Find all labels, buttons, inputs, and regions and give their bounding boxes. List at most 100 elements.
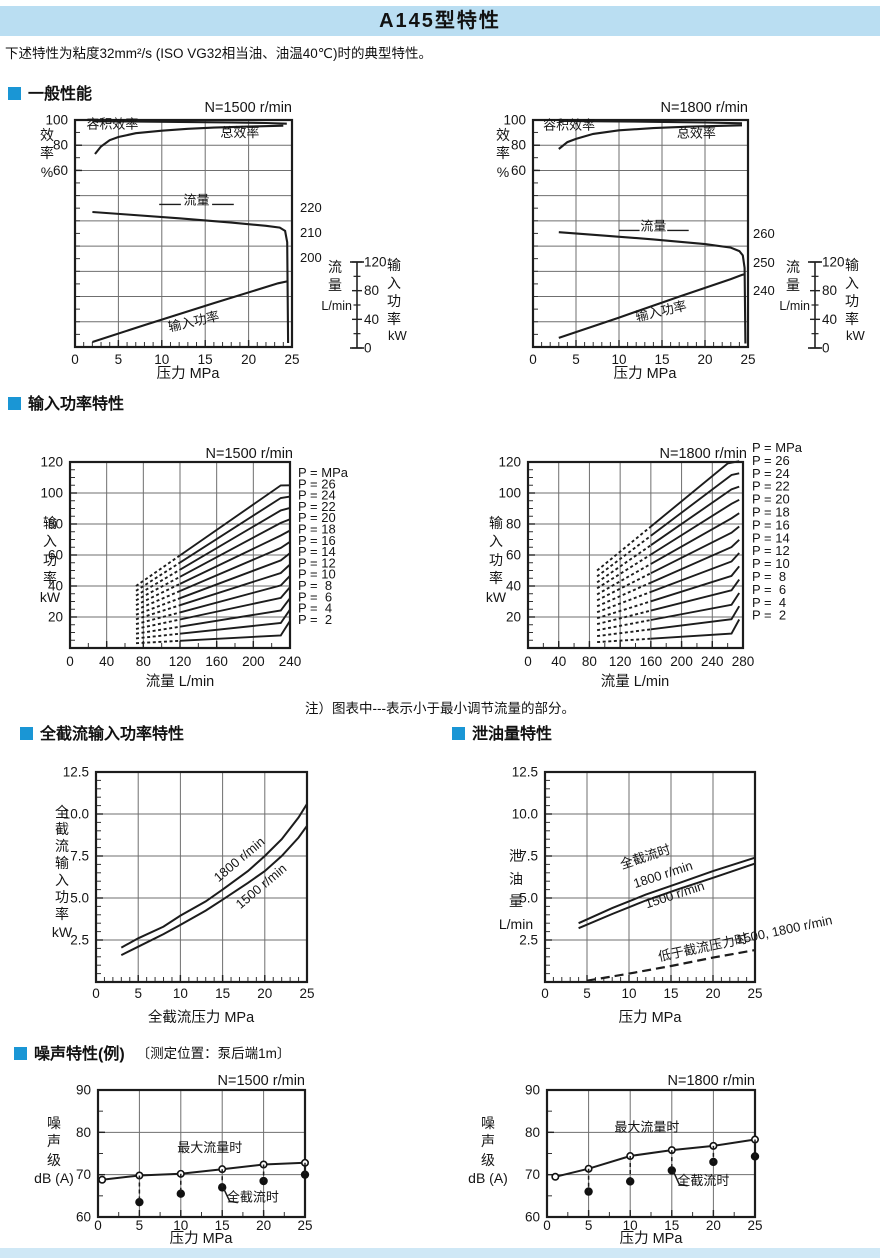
- svg-text:25: 25: [297, 1218, 312, 1233]
- svg-text:全截流压力 MPa: 全截流压力 MPa: [148, 1008, 255, 1026]
- svg-text:P = 4: P = 4: [752, 595, 786, 610]
- page-title-bar: A145型特性: [0, 6, 880, 36]
- svg-text:全截流时: 全截流时: [227, 1189, 279, 1204]
- svg-text:10: 10: [154, 352, 169, 367]
- svg-text:160: 160: [205, 654, 228, 669]
- svg-text:20: 20: [506, 609, 521, 624]
- svg-text:10: 10: [173, 1218, 188, 1233]
- svg-text:60: 60: [53, 163, 68, 178]
- svg-text:流量 L/min: 流量 L/min: [601, 673, 670, 690]
- svg-text:P = 16: P = 16: [752, 517, 790, 532]
- intro-text: 下述特性为粘度32mm²/s (ISO VG32相当油、油温40℃)时的典型特性…: [5, 46, 432, 61]
- svg-text:P = 12: P = 12: [752, 543, 790, 558]
- section-heading-noise: 噪声特性(例) 〔测定位置：泵后端1m〕: [14, 1040, 290, 1064]
- svg-text:P = 20: P = 20: [752, 492, 790, 507]
- y-axis-label-efficiency: 效 率 %: [40, 127, 54, 180]
- svg-text:120: 120: [364, 255, 387, 270]
- svg-text:入: 入: [845, 275, 859, 291]
- svg-text:12.5: 12.5: [63, 765, 89, 780]
- svg-text:P = 4: P = 4: [298, 601, 332, 616]
- svg-text:率: 率: [845, 311, 859, 327]
- svg-text:15: 15: [664, 1218, 679, 1233]
- svg-text:5.0: 5.0: [70, 891, 89, 906]
- svg-text:功: 功: [845, 293, 859, 309]
- svg-text:10: 10: [611, 352, 626, 367]
- svg-text:量: 量: [786, 277, 800, 293]
- chart-general-performance-1800: 0 5 10 15 20 251008060容积效率总效率流量输入功率2602502401…: [503, 100, 866, 382]
- svg-text:100: 100: [40, 486, 63, 501]
- svg-text:15: 15: [215, 986, 230, 1001]
- svg-text:N=1800 r/min: N=1800 r/min: [660, 446, 747, 462]
- svg-text:入: 入: [387, 275, 401, 291]
- svg-text:80: 80: [525, 1125, 540, 1140]
- footer-strip: [0, 1248, 880, 1258]
- svg-text:1500, 1800 r/min: 1500, 1800 r/min: [735, 912, 834, 947]
- svg-text:60: 60: [76, 1210, 91, 1225]
- svg-text:P = 12: P = 12: [298, 555, 336, 570]
- svg-text:P = MPa: P = MPa: [752, 440, 803, 455]
- svg-text:40: 40: [364, 312, 379, 327]
- y-axis-label-input-power: 输 入 功 率 kW: [485, 515, 507, 605]
- svg-text:20: 20: [48, 609, 63, 624]
- svg-text:10: 10: [621, 986, 636, 1001]
- svg-text:7.5: 7.5: [519, 849, 538, 864]
- svg-text:80: 80: [822, 283, 837, 298]
- svg-text:0: 0: [541, 986, 549, 1001]
- svg-text:5: 5: [583, 986, 591, 1001]
- noise-measure-note: 〔测定位置：泵后端1m〕: [136, 1046, 291, 1061]
- svg-text:15: 15: [663, 986, 678, 1001]
- section-bullet-icon: [8, 87, 21, 100]
- svg-text:120: 120: [40, 455, 63, 470]
- svg-text:2.5: 2.5: [70, 933, 89, 948]
- svg-text:P = 6: P = 6: [298, 589, 332, 604]
- svg-text:P = MPa: P = MPa: [298, 465, 349, 480]
- svg-text:0: 0: [92, 986, 100, 1001]
- svg-text:60: 60: [511, 163, 526, 178]
- svg-text:120: 120: [609, 654, 632, 669]
- svg-text:20: 20: [705, 986, 720, 1001]
- svg-text:L/min: L/min: [779, 299, 810, 313]
- y-axis-label-full-cutoff-power: 全 截 流 输 入 功 率 kW: [51, 804, 73, 940]
- svg-text:20: 20: [256, 1218, 271, 1233]
- svg-text:0: 0: [364, 341, 372, 356]
- svg-text:60: 60: [506, 548, 521, 563]
- svg-text:P = 16: P = 16: [298, 533, 336, 548]
- dash-note: 注）图表中---表示小于最小调节流量的部分。: [305, 701, 575, 716]
- svg-text:10: 10: [623, 1218, 638, 1233]
- svg-text:25: 25: [747, 1218, 762, 1233]
- svg-text:10.0: 10.0: [63, 807, 89, 822]
- section-bullet-icon: [8, 397, 21, 410]
- svg-text:P = 2: P = 2: [752, 608, 786, 623]
- svg-text:200: 200: [242, 654, 265, 669]
- svg-text:kW: kW: [846, 328, 866, 343]
- y-axis-label-input-power: 输 入 功 率 kW: [39, 515, 61, 605]
- svg-text:P = 18: P = 18: [752, 505, 790, 520]
- svg-text:90: 90: [76, 1083, 91, 1098]
- svg-text:0: 0: [529, 352, 537, 367]
- svg-text:0: 0: [94, 1218, 102, 1233]
- svg-text:压力 MPa: 压力 MPa: [170, 1230, 234, 1247]
- svg-text:P = 8: P = 8: [752, 569, 786, 584]
- svg-text:率: 率: [387, 311, 401, 327]
- svg-text:40: 40: [99, 654, 114, 669]
- svg-text:压力 MPa: 压力 MPa: [620, 1230, 684, 1247]
- section-heading-general: 一般性能: [8, 80, 92, 104]
- y-axis-label-drain-flow: 泄 油 量 L/min: [498, 848, 534, 933]
- svg-text:40: 40: [822, 312, 837, 327]
- svg-text:100: 100: [498, 486, 521, 501]
- svg-text:40: 40: [506, 579, 521, 594]
- section-heading-input-power: 输入功率特性: [8, 390, 124, 414]
- svg-text:5: 5: [585, 1218, 593, 1233]
- section-bullet-icon: [452, 727, 465, 740]
- svg-text:20: 20: [257, 986, 272, 1001]
- chart-input-power-1800: 0 40 80 120 160 200 240 280 120 100 80 60 40 20 P = MP…: [498, 440, 803, 690]
- svg-text:280: 280: [732, 654, 755, 669]
- svg-text:120: 120: [498, 455, 521, 470]
- svg-text:25: 25: [740, 352, 755, 367]
- svg-text:120: 120: [169, 654, 192, 669]
- svg-text:80: 80: [48, 516, 63, 531]
- svg-text:80: 80: [53, 138, 68, 153]
- svg-text:10: 10: [173, 986, 188, 1001]
